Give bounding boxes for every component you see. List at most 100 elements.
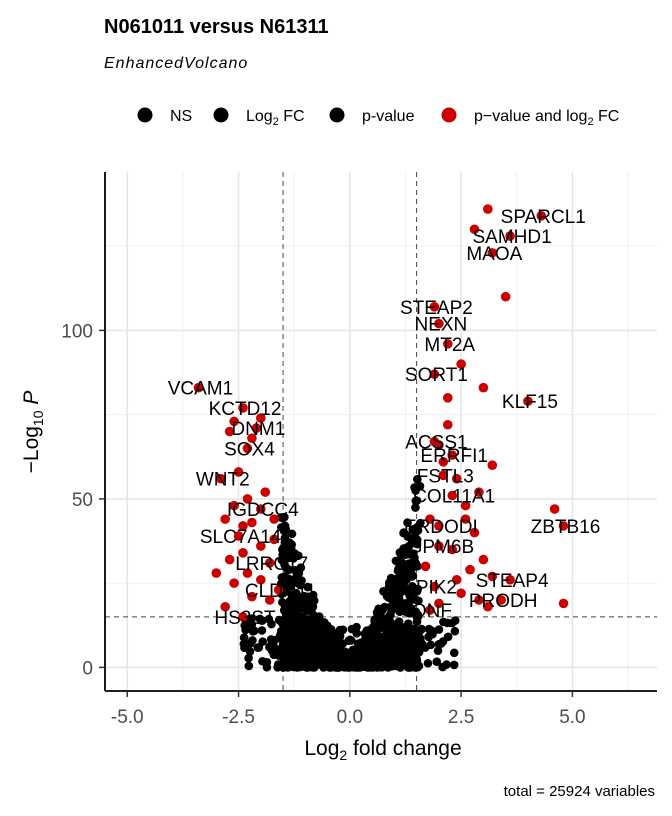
y-tick-label: 50 (72, 490, 93, 511)
sig-point (247, 433, 257, 444)
fc-only-point (247, 614, 257, 623)
axes (99, 172, 657, 697)
fc-only-point (264, 614, 274, 624)
ns-point (416, 518, 425, 528)
ns-point (410, 553, 419, 562)
ns-point (355, 647, 365, 657)
fc-only-point (449, 648, 459, 658)
sig-point (474, 487, 484, 497)
sig-point (233, 467, 244, 477)
ns-point (302, 616, 312, 626)
fc-only-point (434, 625, 444, 634)
ns-point (391, 635, 400, 645)
ns-point (287, 529, 297, 539)
sig-point-labeled (251, 423, 262, 433)
ns-point (392, 584, 402, 593)
legend-label: NS (170, 108, 192, 125)
sig-point-labeled (447, 450, 458, 460)
sig-point-labeled (487, 248, 498, 258)
sig-point (456, 588, 466, 599)
ns-point (386, 650, 396, 659)
ns-point (306, 647, 316, 656)
sig-point (465, 564, 475, 575)
point-label: KLF15 (502, 392, 558, 413)
ns-point (375, 649, 384, 659)
point-label: SORT1 (405, 365, 468, 386)
sig-point-labeled (273, 585, 284, 595)
fc-only-point (414, 661, 424, 671)
ns-point (356, 658, 366, 668)
sig-point-labeled (425, 605, 435, 615)
sig-point (229, 578, 239, 588)
ns-point (374, 634, 384, 644)
ns-point (277, 555, 287, 565)
ns-point (295, 648, 305, 657)
sig-point (478, 382, 489, 393)
legend-label: Log2 FC (246, 108, 305, 128)
ns-point (305, 637, 315, 647)
ns-point (285, 614, 295, 623)
ns-point (345, 653, 355, 663)
ns-point (367, 648, 377, 658)
ns-point (411, 496, 421, 506)
fc-only-point (248, 636, 257, 645)
sig-point-labeled (434, 541, 444, 551)
fc-only-point (433, 646, 443, 656)
legend-marker (137, 107, 153, 123)
fc-only-point (244, 653, 253, 663)
ns-point (303, 659, 312, 669)
ns-point (326, 624, 336, 634)
point-label: STEAP4 (476, 571, 549, 592)
ns-point (407, 659, 417, 669)
point-label: CLDN11 (245, 581, 316, 602)
fc-only-point (443, 618, 452, 628)
point-label: NEXN (414, 315, 467, 336)
sig-point (558, 598, 569, 609)
ns-point (404, 599, 413, 608)
x-tick-label: -2.5 (222, 707, 255, 728)
ns-point (365, 631, 374, 640)
point-label: COL11A1 (413, 487, 495, 508)
point-label: SLC7A14 (200, 527, 282, 548)
sig-point-labeled (238, 612, 248, 622)
ns-point (273, 662, 282, 672)
sig-point (238, 521, 248, 531)
sig-point (264, 595, 275, 605)
ns-point (296, 612, 305, 622)
point-label: HS3ST (214, 608, 276, 629)
ns-point (408, 525, 418, 534)
ns-point (308, 602, 318, 611)
ns-point (293, 551, 303, 561)
legend: NS Log2 FC p-value p−value and log2 FC (137, 107, 619, 128)
ns-point (285, 538, 294, 547)
point-label: STEAP2 (400, 298, 473, 319)
fc-only-point (248, 627, 258, 636)
chart-title: N061011 versus N61311 (104, 16, 329, 38)
sig-point (456, 359, 466, 369)
x-axis-label: Log2 fold change (304, 737, 461, 763)
sig-point (247, 591, 257, 602)
ns-point (348, 645, 358, 655)
sig-point (224, 426, 235, 437)
ns-point (404, 605, 413, 615)
fc-only-point (443, 632, 453, 642)
sig-point (229, 416, 239, 427)
ns-point (347, 662, 356, 671)
point-label: VCAM1 (168, 379, 233, 400)
ns-point (411, 537, 421, 546)
sig-point-labeled (233, 531, 244, 541)
point-label: ERRFI1 (420, 446, 488, 467)
fc-only-point (450, 626, 460, 636)
caption: total = 25924 variables (504, 783, 655, 800)
ns-point (284, 574, 294, 584)
x-tick-label: 2.5 (448, 707, 474, 728)
ns-point (403, 518, 412, 527)
legend-label: p−value and log2 FC (474, 108, 619, 128)
point-label: DNM1 (231, 419, 285, 440)
point-label: FSTL3 (417, 466, 474, 487)
sig-point (269, 534, 279, 545)
ns-point (303, 582, 313, 592)
x-tick-label: 5.0 (559, 707, 585, 728)
chart-subtitle: EnhancedVolcano (104, 55, 248, 72)
